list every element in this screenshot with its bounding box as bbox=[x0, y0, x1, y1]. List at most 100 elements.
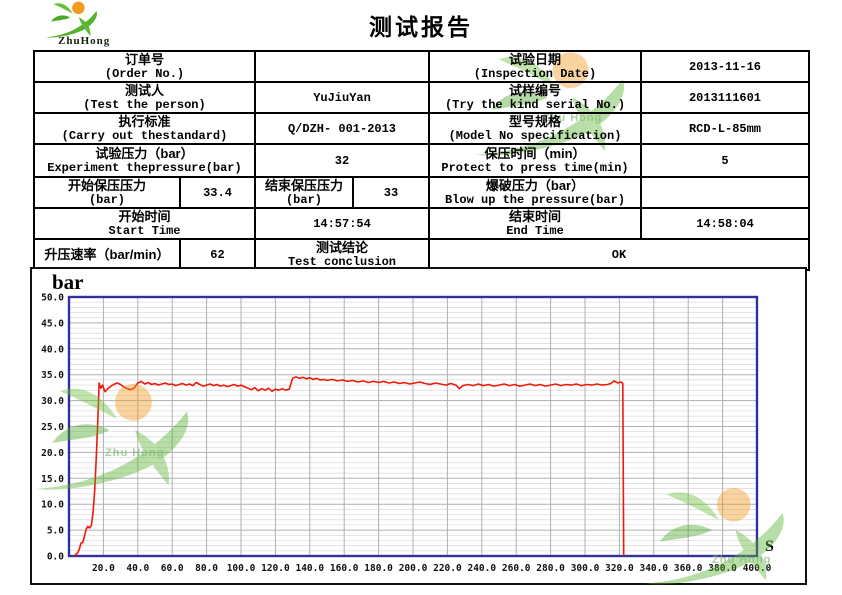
table-row: 执行标准 (Carry out thestandard) Q/DZH- 001-… bbox=[33, 112, 810, 145]
grid-lines bbox=[69, 297, 757, 556]
table-row: 订单号 (Order No.) 试验日期 (Inspection Date) 2… bbox=[33, 50, 810, 83]
end-hold-pressure-value-cell: 33 bbox=[352, 176, 430, 209]
table-row: 升压速率（bar/min） 62 测试结论 Test conclusion OK bbox=[33, 238, 810, 271]
order-no-label-en: (Order No.) bbox=[104, 67, 185, 81]
end-time-label-cell: 结束时间 End Time bbox=[428, 207, 642, 240]
x-axis-unit-label: S bbox=[765, 538, 774, 555]
ramp-rate-label-cn: 升压速率（bar/min） bbox=[44, 247, 170, 262]
x-tick-label: 340.0 bbox=[639, 563, 668, 574]
conclusion-label-cn: 测试结论 bbox=[315, 240, 368, 255]
hold-time-label-en: Protect to press time(min) bbox=[441, 161, 629, 175]
y-tick-labels: 0.0 5.0 10.0 15.0 20.0 25.0 30.0 35.0 40.0 45.0 50… bbox=[41, 293, 64, 563]
tester-label-cn: 测试人 bbox=[124, 83, 164, 98]
report-table: 订单号 (Order No.) 试验日期 (Inspection Date) 2… bbox=[33, 50, 810, 271]
table-row: 开始保压压力 (bar) 33.4 结束保压压力 (bar) 33 爆破压力（b… bbox=[33, 176, 810, 209]
y-tick-label: 45.0 bbox=[41, 318, 64, 329]
model-spec-value-cell: RCD-L-85mm bbox=[640, 112, 810, 145]
standard-label-en: (Carry out thestandard) bbox=[61, 129, 228, 143]
table-row: 开始时间 Start Time 14:57:54 结束时间 End Time 1… bbox=[33, 207, 810, 240]
page-title: 测试报告 bbox=[369, 14, 473, 40]
x-tick-label: 280.0 bbox=[536, 563, 565, 574]
order-no-label-cell: 订单号 (Order No.) bbox=[33, 50, 256, 83]
test-pressure-value-cell: 32 bbox=[254, 143, 430, 178]
pressure-chart: bar 0.0 5.0 10.0 15.0 20.0 25.0 30.0 35.0 40.0 45… bbox=[30, 267, 807, 585]
y-tick-label: 50.0 bbox=[41, 293, 64, 304]
x-tick-label: 160.0 bbox=[330, 563, 359, 574]
order-no-value-cell bbox=[254, 50, 430, 83]
start-hold-pressure-value-cell: 33.4 bbox=[179, 176, 256, 209]
x-tick-label: 400.0 bbox=[743, 563, 772, 574]
conclusion-label-cell: 测试结论 Test conclusion bbox=[254, 238, 430, 271]
ramp-rate-value-cell: 62 bbox=[179, 238, 256, 271]
end-hold-pressure-label-cn: 结束保压压力 bbox=[264, 178, 343, 193]
y-tick-label: 15.0 bbox=[41, 474, 64, 485]
y-tick-label: 10.0 bbox=[41, 500, 64, 511]
x-tick-label: 200.0 bbox=[399, 563, 428, 574]
model-spec-label-cell: 型号规格 (Model No specification) bbox=[428, 112, 642, 145]
hold-time-label-cn: 保压时间（min） bbox=[484, 146, 586, 161]
tester-value-cell: YuJiuYan bbox=[254, 81, 430, 114]
standard-value-cell: Q/DZH- 001-2013 bbox=[254, 112, 430, 145]
y-axis-unit-label: bar bbox=[52, 270, 84, 294]
x-tick-label: 20.0 bbox=[92, 563, 115, 574]
start-time-label-cn: 开始时间 bbox=[118, 209, 171, 224]
x-tick-label: 60.0 bbox=[161, 563, 184, 574]
x-tick-label: 220.0 bbox=[433, 563, 462, 574]
x-tick-label: 320.0 bbox=[605, 563, 634, 574]
y-tick-label: 35.0 bbox=[41, 370, 64, 381]
pressure-time-plot: 0.0 5.0 10.0 15.0 20.0 25.0 30.0 35.0 40.0 45.0 50… bbox=[41, 293, 772, 575]
serial-no-value-cell: 2013111601 bbox=[640, 81, 810, 114]
x-tick-label: 300.0 bbox=[571, 563, 600, 574]
inspection-date-label-en: (Inspection Date) bbox=[473, 67, 597, 81]
x-tick-label: 120.0 bbox=[261, 563, 290, 574]
zhuhong-logo: ZhuHong bbox=[28, 1, 128, 49]
x-tick-label: 100.0 bbox=[227, 563, 256, 574]
test-pressure-label-cn: 试验压力（bar） bbox=[95, 146, 194, 161]
test-pressure-label-cell: 试验压力（bar） Experiment thepressure(bar) bbox=[33, 143, 256, 178]
serial-no-label-en: (Try the kind serial No.) bbox=[444, 98, 626, 112]
test-pressure-label-en: Experiment thepressure(bar) bbox=[47, 161, 242, 175]
burst-pressure-label-en: Blow up the pressure(bar) bbox=[444, 193, 626, 207]
y-tick-label: 40.0 bbox=[41, 344, 64, 355]
conclusion-label-en: Test conclusion bbox=[287, 255, 397, 269]
start-time-label-en: Start Time bbox=[108, 224, 181, 238]
tester-label-cell: 测试人 (Test the person) bbox=[33, 81, 256, 114]
x-tick-label: 80.0 bbox=[195, 563, 218, 574]
start-hold-pressure-label-cell: 开始保压压力 (bar) bbox=[33, 176, 181, 209]
x-tick-label: 140.0 bbox=[295, 563, 324, 574]
pressure-series-line bbox=[73, 376, 625, 557]
conclusion-value-cell: OK bbox=[428, 238, 810, 271]
y-tick-label: 30.0 bbox=[41, 396, 64, 407]
burst-pressure-label-cell: 爆破压力（bar） Blow up the pressure(bar) bbox=[428, 176, 642, 209]
tester-label-en: (Test the person) bbox=[83, 98, 206, 112]
end-hold-pressure-label-cell: 结束保压压力 (bar) bbox=[254, 176, 354, 209]
y-tick-label: 5.0 bbox=[47, 526, 64, 537]
model-spec-label-en: (Model No specification) bbox=[448, 129, 622, 143]
standard-label-cn: 执行标准 bbox=[118, 114, 171, 129]
end-time-label-cn: 结束时间 bbox=[508, 209, 561, 224]
x-tick-label: 40.0 bbox=[126, 563, 149, 574]
inspection-date-label-cn: 试验日期 bbox=[508, 52, 561, 67]
start-time-label-cell: 开始时间 Start Time bbox=[33, 207, 256, 240]
x-tick-label: 240.0 bbox=[467, 563, 496, 574]
hold-time-value-cell: 5 bbox=[640, 143, 810, 178]
burst-pressure-value-cell bbox=[640, 176, 810, 209]
inspection-date-label-cell: 试验日期 (Inspection Date) bbox=[428, 50, 642, 83]
y-tick-label: 25.0 bbox=[41, 422, 64, 433]
start-time-value-cell: 14:57:54 bbox=[254, 207, 430, 240]
end-hold-pressure-label-en: (bar) bbox=[285, 193, 322, 207]
end-time-label-en: End Time bbox=[506, 224, 564, 238]
start-hold-pressure-label-en: (bar) bbox=[88, 193, 125, 207]
end-time-value-cell: 14:58:04 bbox=[640, 207, 810, 240]
y-tick-label: 20.0 bbox=[41, 448, 64, 459]
ramp-rate-label-cell: 升压速率（bar/min） bbox=[33, 238, 181, 271]
hold-time-label-cell: 保压时间（min） Protect to press time(min) bbox=[428, 143, 642, 178]
order-no-label-cn: 订单号 bbox=[124, 52, 164, 67]
model-spec-label-cn: 型号规格 bbox=[508, 114, 561, 129]
table-row: 试验压力（bar） Experiment thepressure(bar) 32… bbox=[33, 143, 810, 178]
x-tick-label: 380.0 bbox=[708, 563, 737, 574]
serial-no-label-cell: 试样编号 (Try the kind serial No.) bbox=[428, 81, 642, 114]
inspection-date-value-cell: 2013-11-16 bbox=[640, 50, 810, 83]
serial-no-label-cn: 试样编号 bbox=[508, 83, 561, 98]
burst-pressure-label-cn: 爆破压力（bar） bbox=[485, 178, 585, 193]
